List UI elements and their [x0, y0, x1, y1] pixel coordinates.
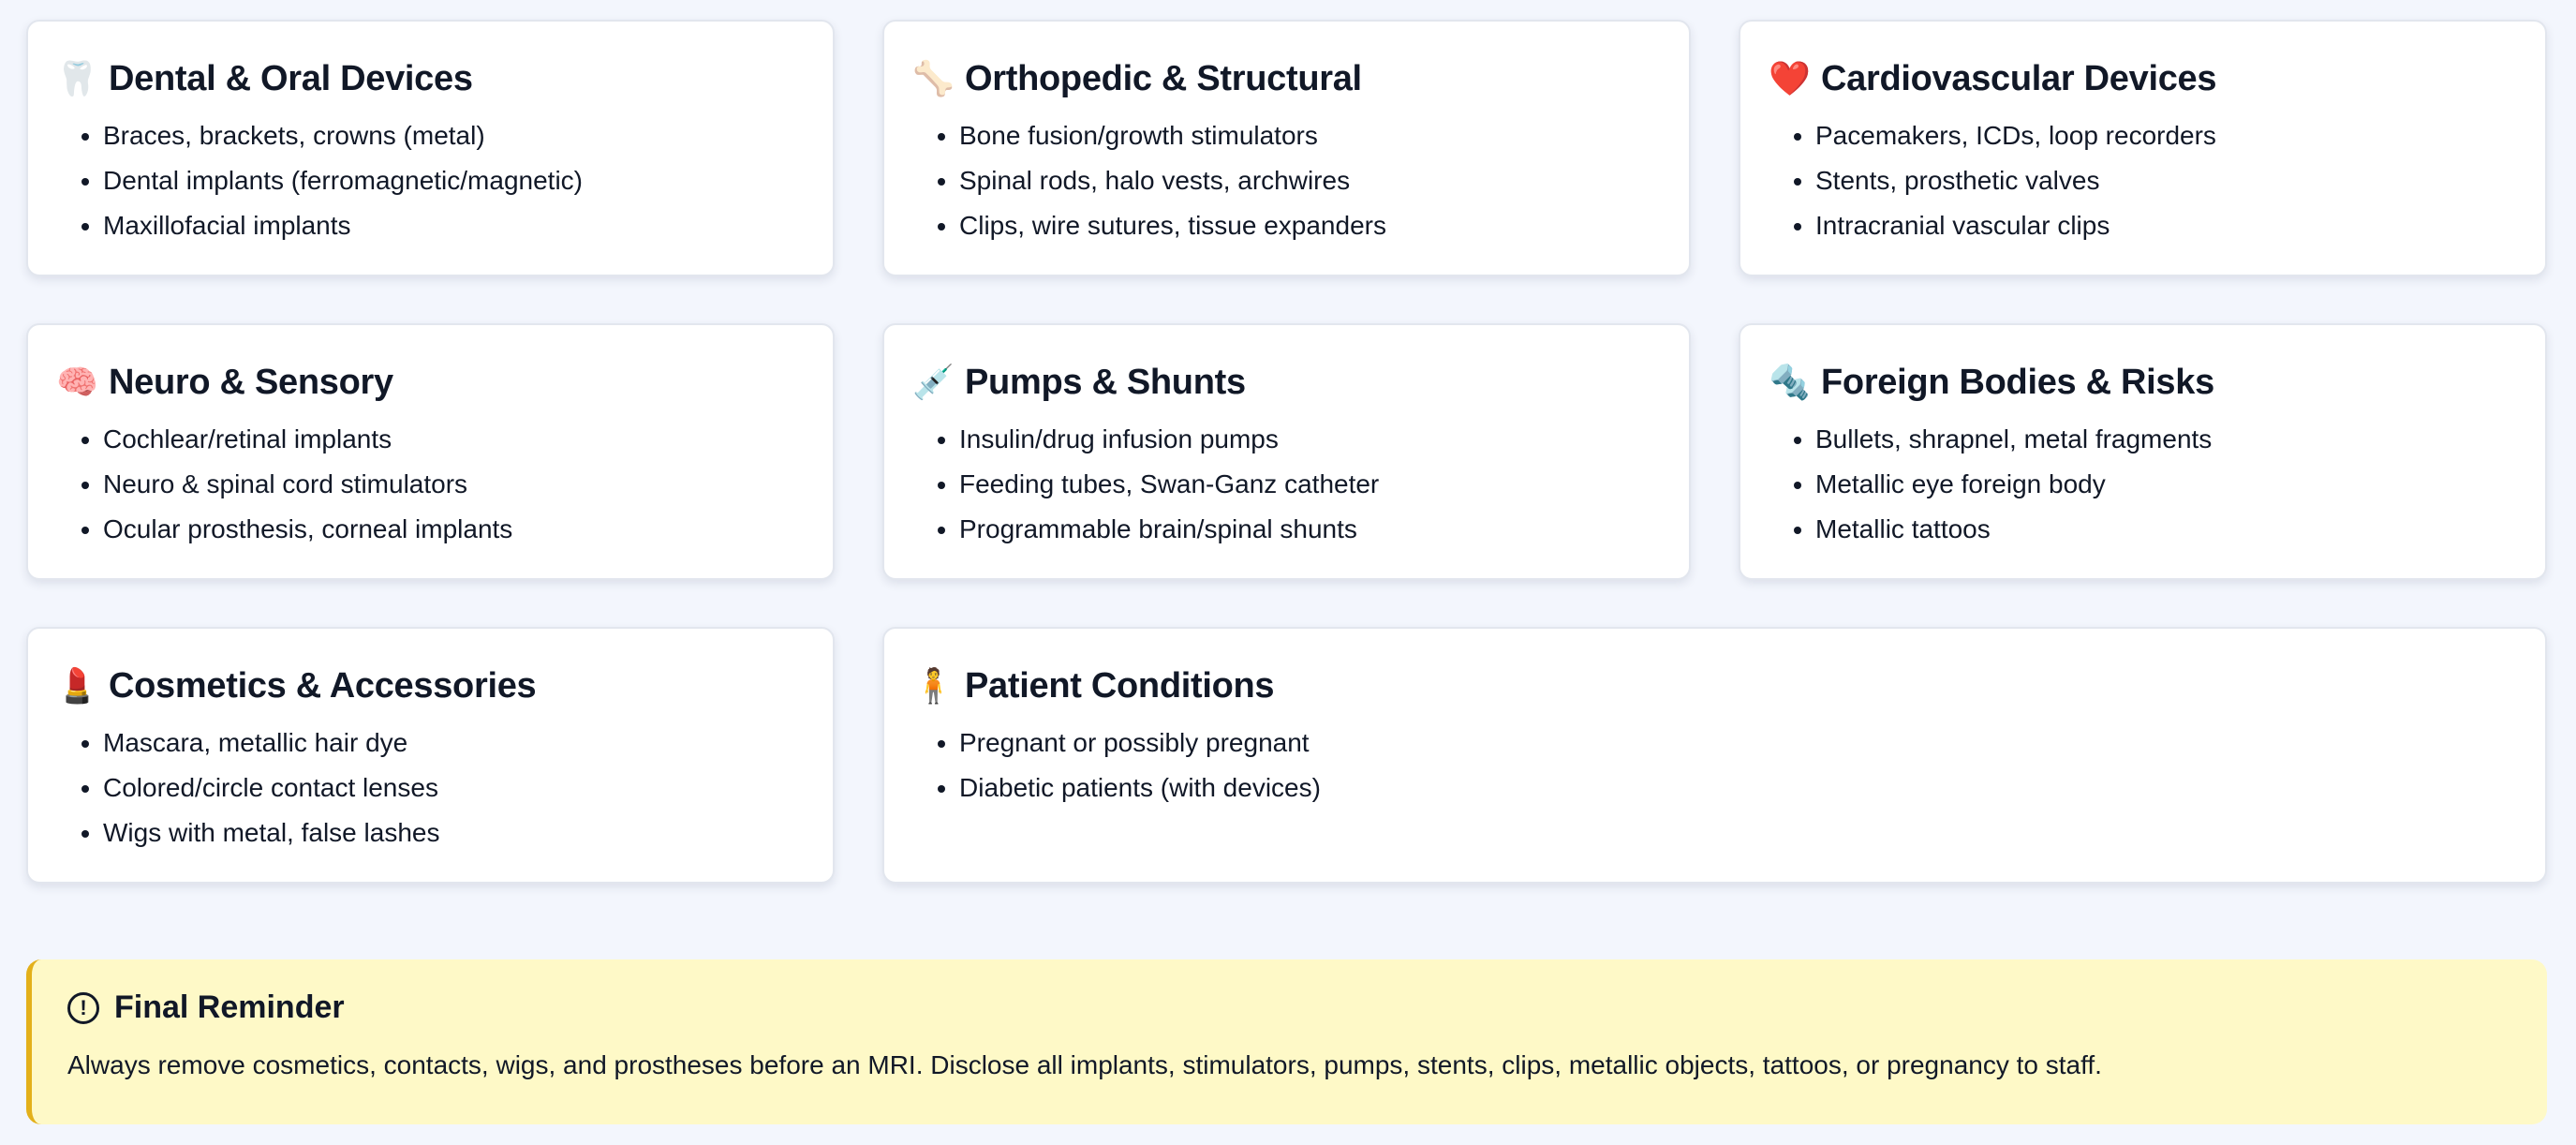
list-item: Wigs with metal, false lashes — [103, 810, 805, 855]
list-item: Bone fusion/growth stimulators — [959, 113, 1661, 158]
card-list: Bullets, shrapnel, metal fragmentsMetall… — [1769, 417, 2517, 552]
category-card: 💄 Cosmetics & Accessories Mascara, metalli… — [26, 627, 835, 884]
list-item: Pregnant or possibly pregnant — [959, 721, 2517, 766]
card-list: Braces, brackets, crowns (metal)Dental i… — [56, 113, 805, 248]
category-card: 🦷 Dental & Oral Devices Braces, brackets, … — [26, 20, 835, 276]
list-item: Clips, wire sutures, tissue expanders — [959, 203, 1661, 248]
reminder-heading: ! Final Reminder — [67, 989, 2511, 1026]
card-title: Orthopedic & Structural — [965, 58, 1362, 98]
card-title-row: 🔩 Foreign Bodies & Risks — [1769, 357, 2517, 408]
card-list: Insulin/drug infusion pumpsFeeding tubes… — [912, 417, 1661, 552]
list-item: Intracranial vascular clips — [1815, 203, 2517, 248]
list-item: Programmable brain/spinal shunts — [959, 507, 1661, 552]
list-item: Stents, prosthetic valves — [1815, 158, 2517, 203]
card-title-row: 🧠 Neuro & Sensory — [56, 357, 805, 408]
tooth-icon: 🦷 — [56, 59, 98, 97]
category-grid: 🦷 Dental & Oral Devices Braces, brackets, … — [26, 20, 2547, 884]
list-item: Mascara, metallic hair dye — [103, 721, 805, 766]
card-list: Mascara, metallic hair dyeColored/circle… — [56, 721, 805, 855]
card-title: Cardiovascular Devices — [1821, 58, 2217, 98]
list-item: Metallic eye foreign body — [1815, 462, 2517, 507]
card-title-row: 🦷 Dental & Oral Devices — [56, 53, 805, 104]
card-title: Foreign Bodies & Risks — [1821, 362, 2214, 402]
list-item: Dental implants (ferromagnetic/magnetic) — [103, 158, 805, 203]
list-item: Spinal rods, halo vests, archwires — [959, 158, 1661, 203]
card-title-row: ❤️ Cardiovascular Devices — [1769, 53, 2517, 104]
brain-icon: 🧠 — [56, 363, 98, 401]
list-item: Cochlear/retinal implants — [103, 417, 805, 462]
list-item: Metallic tattoos — [1815, 507, 2517, 552]
list-item: Feeding tubes, Swan-Ganz catheter — [959, 462, 1661, 507]
list-item: Ocular prosthesis, corneal implants — [103, 507, 805, 552]
card-title-row: 🦴 Orthopedic & Structural — [912, 53, 1661, 104]
card-title: Neuro & Sensory — [109, 362, 393, 402]
category-card: 🧠 Neuro & Sensory Cochlear/retinal implant… — [26, 323, 835, 580]
list-item: Colored/circle contact lenses — [103, 766, 805, 810]
alert-circle-icon: ! — [67, 991, 99, 1024]
syringe-icon: 💉 — [912, 363, 955, 401]
reminder-text: Always remove cosmetics, contacts, wigs,… — [67, 1050, 2102, 1079]
card-title: Cosmetics & Accessories — [109, 665, 537, 706]
list-item: Braces, brackets, crowns (metal) — [103, 113, 805, 158]
card-list: Cochlear/retinal implantsNeuro & spinal … — [56, 417, 805, 552]
card-title: Patient Conditions — [965, 665, 1275, 706]
lipstick-icon: 💄 — [56, 666, 98, 705]
heart-icon: ❤️ — [1769, 59, 1811, 97]
person-standing-icon: 🧍 — [912, 666, 955, 705]
bone-icon: 🦴 — [912, 59, 955, 97]
category-card: ❤️ Cardiovascular Devices Pacemakers, ICDs… — [1739, 20, 2547, 276]
category-card: 🔩 Foreign Bodies & Risks Bullets, shrapnel… — [1739, 323, 2547, 580]
card-list: Bone fusion/growth stimulatorsSpinal rod… — [912, 113, 1661, 248]
card-list: Pregnant or possibly pregnantDiabetic pa… — [912, 721, 2517, 810]
final-reminder-callout: ! Final Reminder Always remove cosmetics… — [26, 959, 2547, 1124]
category-card: 🦴 Orthopedic & Structural Bone fusion/grow… — [882, 20, 1691, 276]
nut-and-bolt-icon: 🔩 — [1769, 363, 1811, 401]
list-item: Maxillofacial implants — [103, 203, 805, 248]
card-title-row: 💄 Cosmetics & Accessories — [56, 661, 805, 711]
card-title: Pumps & Shunts — [965, 362, 1246, 402]
card-title-row: 💉 Pumps & Shunts — [912, 357, 1661, 408]
list-item: Neuro & spinal cord stimulators — [103, 462, 805, 507]
category-card: 🧍 Patient Conditions Pregnant or possibly … — [882, 627, 2547, 884]
reminder-title: Final Reminder — [114, 989, 345, 1025]
card-title: Dental & Oral Devices — [109, 58, 473, 98]
list-item: Pacemakers, ICDs, loop recorders — [1815, 113, 2517, 158]
card-title-row: 🧍 Patient Conditions — [912, 661, 2517, 711]
card-list: Pacemakers, ICDs, loop recordersStents, … — [1769, 113, 2517, 248]
category-card: 💉 Pumps & Shunts Insulin/drug infusion pum… — [882, 323, 1691, 580]
list-item: Bullets, shrapnel, metal fragments — [1815, 417, 2517, 462]
list-item: Insulin/drug infusion pumps — [959, 417, 1661, 462]
list-item: Diabetic patients (with devices) — [959, 766, 2517, 810]
